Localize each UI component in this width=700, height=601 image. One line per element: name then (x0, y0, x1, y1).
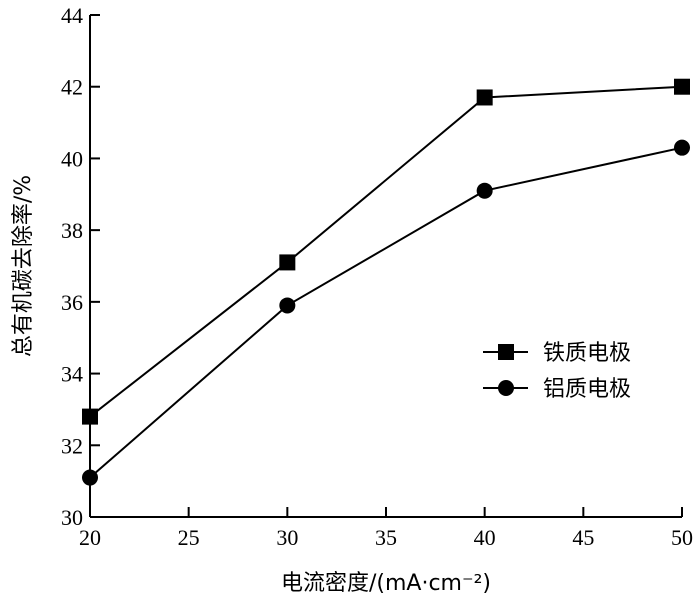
legend-square-marker (498, 344, 514, 360)
legend-label-iron: 铁质电极 (543, 341, 631, 366)
series-line (89, 146, 683, 479)
legend-item-iron: 铁质电极 (483, 341, 631, 366)
x-tick-label: 25 (178, 525, 200, 550)
series-iron (82, 78, 690, 425)
legend-label-aluminum: 铝质电极 (543, 377, 631, 402)
data-series (82, 78, 690, 486)
y-axis-ticks: 30 32 34 36 38 40 42 44 (61, 3, 100, 530)
x-tick-label: 50 (671, 525, 693, 550)
y-tick-label: 34 (61, 362, 83, 387)
series-line (89, 85, 683, 418)
legend-circle-marker (498, 380, 514, 396)
legend-item-aluminum: 铝质电极 (483, 377, 631, 402)
y-tick-label: 44 (61, 3, 83, 28)
x-tick-label: 40 (474, 525, 496, 550)
legend: 铁质电极 铝质电极 (483, 341, 631, 402)
x-tick-label: 20 (79, 525, 101, 550)
y-tick-label: 36 (61, 290, 83, 315)
x-axis-title: 电流密度/(mA·cm⁻²) (281, 571, 491, 596)
data-point-circle (279, 297, 296, 314)
axes (89, 15, 682, 518)
y-tick-label: 32 (61, 433, 83, 458)
data-point-circle (476, 182, 493, 199)
x-tick-label: 30 (276, 525, 298, 550)
data-point-square (674, 78, 690, 95)
data-point-circle (674, 139, 690, 156)
y-tick-label: 40 (61, 146, 83, 171)
y-tick-label: 38 (61, 218, 83, 243)
y-tick-label: 42 (61, 75, 83, 100)
data-point-square (476, 89, 493, 106)
data-point-square (279, 254, 296, 271)
y-tick-label: 30 (61, 505, 83, 530)
y-axis-title: 总有机碳去除率/% (11, 175, 36, 357)
x-tick-label: 35 (375, 525, 397, 550)
series-aluminum (82, 139, 690, 486)
x-axis-ticks: 20 25 30 35 40 45 50 (79, 507, 693, 550)
data-point-square (82, 408, 98, 425)
data-point-circle (82, 469, 98, 486)
x-tick-label: 45 (572, 525, 594, 550)
